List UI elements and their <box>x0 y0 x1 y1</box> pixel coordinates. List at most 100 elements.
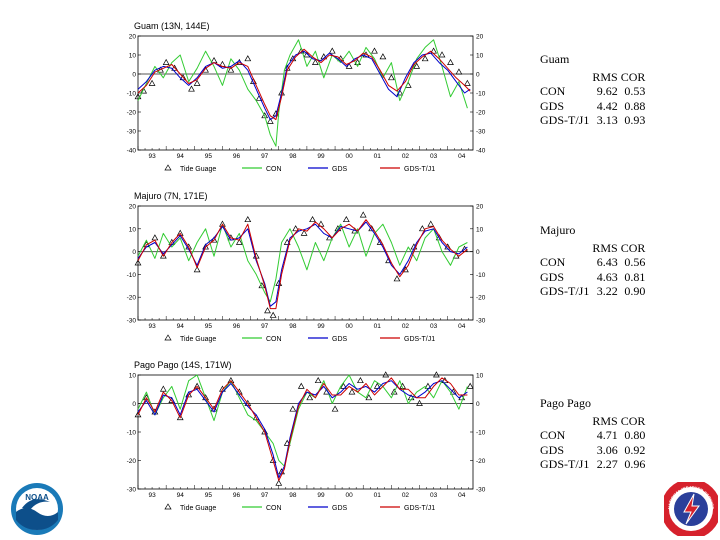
stats-row-name: GDS-T/J1 <box>540 457 590 472</box>
y-tick-label-left: 20 <box>129 34 137 41</box>
tide-gauge-point <box>371 47 378 54</box>
tide-gauge-point <box>261 112 269 119</box>
y-tick-label-right: 10 <box>476 226 484 233</box>
y-tick-label-right: 20 <box>476 34 484 41</box>
series-line-gds <box>137 380 468 479</box>
tide-gauge-point <box>455 68 463 75</box>
tide-gauge-point <box>356 376 364 384</box>
chart-title: Guam (13N, 144E) <box>134 21 210 31</box>
tide-gauge-point <box>269 311 277 318</box>
tide-gauge-point <box>413 62 421 69</box>
y-tick-label-left: 10 <box>129 373 137 380</box>
stats-row-cor: 0.92 <box>624 442 646 457</box>
legend-label: GDS <box>332 336 348 343</box>
tide-gauge-point <box>365 394 373 401</box>
tide-gauge-point <box>219 385 226 392</box>
legend-label: CON <box>266 336 282 343</box>
tide-gauge-point <box>438 51 446 58</box>
x-tick-label: 01 <box>374 153 382 160</box>
tide-gauge-point <box>297 382 305 389</box>
tide-gauge-point <box>193 382 201 389</box>
y-tick-label-left: -30 <box>127 129 137 136</box>
tide-gauge-point <box>342 215 350 223</box>
stats-row-name: GDS-T/J1 <box>540 284 590 299</box>
y-tick-label-left: -30 <box>127 318 137 325</box>
stats-table: RMS COR CON 4.71 0.80 GDS 3.06 0.92 GDS-T/J1 2… <box>540 414 648 472</box>
legend-label: Tide Guage <box>180 166 216 173</box>
tide-gauge-point <box>171 64 178 71</box>
y-tick-label-right: 0 <box>476 401 480 408</box>
x-tick-label: 03 <box>430 492 438 499</box>
tide-gauge-point <box>328 47 336 54</box>
tide-gauge-point <box>393 275 401 282</box>
legend-label: CON <box>266 505 282 512</box>
panel-guam: Guam (13N, 144E) 20 20 10 10 0 0 -10 -10 -20 -20 -3… <box>118 18 498 178</box>
tide-gauge-point <box>266 117 274 124</box>
x-tick-label: 02 <box>402 153 410 160</box>
x-tick-label: 93 <box>148 323 156 330</box>
legend-marker-tide <box>164 503 172 510</box>
stats-guam: Guam RMS COR CON 9.62 0.53 GDS 4.42 0.88 GDS-… <box>540 52 648 128</box>
tide-gauge-point <box>390 388 398 395</box>
legend-label: GDS <box>332 166 348 173</box>
tide-gauge-point <box>176 414 184 421</box>
tide-gauge-point <box>447 58 454 65</box>
y-tick-label-right: 0 <box>476 249 480 256</box>
stats-row-rms: 2.27 <box>596 457 618 472</box>
y-tick-label-left: -20 <box>127 458 137 465</box>
x-tick-label: 99 <box>317 323 325 330</box>
stats-header-rms: RMS <box>592 413 618 428</box>
stats-row-cor: 0.81 <box>624 269 646 284</box>
tide-gauge-point <box>148 79 156 86</box>
y-tick-label-right: -20 <box>476 110 486 117</box>
tide-gauge-point <box>449 388 457 395</box>
stats-header-cor: COR <box>620 240 646 255</box>
tide-gauge-point <box>416 399 423 406</box>
x-tick-label: 00 <box>346 492 354 499</box>
x-tick-label: 93 <box>148 492 156 499</box>
tide-gauge-point <box>387 74 395 81</box>
tide-gauge-point <box>379 53 387 60</box>
tide-gauge-point <box>275 479 283 486</box>
stats-row-name: GDS <box>540 269 565 284</box>
x-tick-label: 94 <box>177 492 185 499</box>
y-tick-label-left: -20 <box>127 295 137 302</box>
noaa-logo: NOAA <box>11 483 63 535</box>
tide-gauge-point <box>235 238 243 245</box>
tide-gauge-point <box>264 307 271 314</box>
stats-row-cor: 0.96 <box>624 457 646 472</box>
series-line-gds <box>137 50 471 121</box>
stats-row-name: CON <box>540 84 566 99</box>
nws-logo: NATIONAL WEATHER SERVICE <box>664 482 718 536</box>
x-tick-label: 97 <box>261 323 269 330</box>
stats-row-name: GDS <box>540 98 565 113</box>
stats-row-rms: 6.43 <box>596 255 618 270</box>
tide-gauge-point <box>151 234 159 241</box>
y-tick-label-left: 0 <box>132 72 136 79</box>
y-tick-label-left: 0 <box>132 249 136 256</box>
y-tick-label-right: -10 <box>476 430 486 437</box>
x-tick-label: 99 <box>317 153 325 160</box>
x-tick-label: 02 <box>402 323 410 330</box>
stats-table: RMS COR CON 6.43 0.56 GDS 4.63 0.81 GDS-T/J1 3… <box>540 241 648 299</box>
legend-marker-tide <box>164 164 172 171</box>
panel-pago-pago: Pago Pago (14S, 171W) 10 10 0 0 -10 -10 -20 -20-… <box>118 357 498 517</box>
x-tick-label: 95 <box>205 153 213 160</box>
stats-row-name: CON <box>540 255 566 270</box>
series-line-con <box>137 374 468 467</box>
tide-gauge-point <box>235 388 243 395</box>
tide-gauge-point <box>134 259 142 266</box>
stats-header-cor: COR <box>620 413 646 428</box>
stats-site-name: Majuro <box>540 223 576 237</box>
stats-row-name: CON <box>540 428 566 443</box>
tide-gauge-point <box>202 243 209 250</box>
series-line-gds <box>137 221 468 307</box>
stats-row-rms: 3.06 <box>596 442 618 457</box>
tide-gauge-point <box>359 211 367 218</box>
y-tick-label-right: -40 <box>476 148 486 155</box>
tide-gauge-point <box>227 376 235 384</box>
series-line-gdstj1 <box>137 377 468 481</box>
y-tick-label-right: -20 <box>476 458 486 465</box>
